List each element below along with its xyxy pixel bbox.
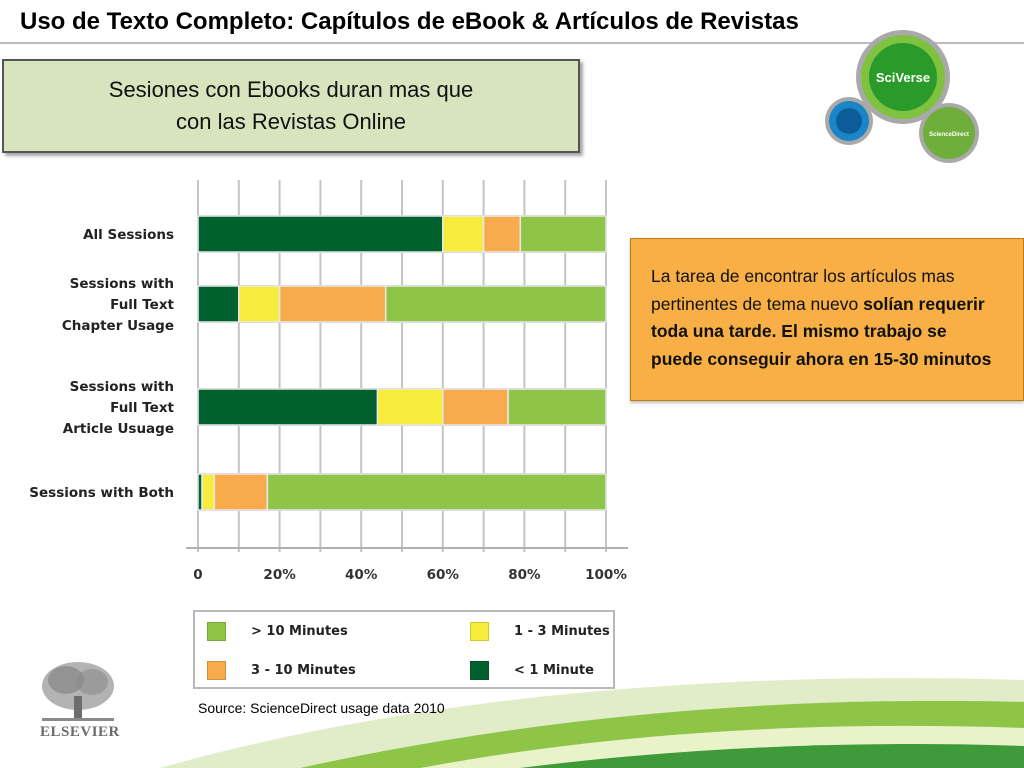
bar-segment xyxy=(507,388,607,426)
bar-segment xyxy=(482,215,522,253)
legend-item-1-3: 1 - 3 Minutes xyxy=(470,622,610,641)
legend-label-gt10: > 10 Minutes xyxy=(251,624,348,639)
chart-legend: > 10 Minutes 1 - 3 Minutes 3 - 10 Minute… xyxy=(193,610,615,689)
bar-segment xyxy=(213,473,269,511)
legend-item-gt10: > 10 Minutes xyxy=(207,622,348,641)
bar-segment xyxy=(442,388,509,426)
bar-segment xyxy=(201,473,216,511)
title-divider xyxy=(0,42,1024,44)
bar-segment xyxy=(384,285,607,323)
bar-segment xyxy=(519,215,607,253)
bar-segment xyxy=(278,285,387,323)
legend-label-1-3: 1 - 3 Minutes xyxy=(514,624,610,639)
callout-text-bold: solían requerir toda una tarde. El mismo… xyxy=(651,293,992,369)
category-label: Sessions with xyxy=(70,379,174,395)
legend-label-3-10: 3 - 10 Minutes xyxy=(251,663,356,678)
category-label: Article Usuage xyxy=(63,421,174,437)
bar-segment xyxy=(238,285,281,323)
decorative-swoosh xyxy=(160,678,1024,768)
x-tick-label: 80% xyxy=(508,567,541,583)
category-label: All Sessions xyxy=(83,227,174,243)
legend-label-lt1: < 1 Minute xyxy=(514,663,594,678)
bar-segment xyxy=(376,388,444,426)
category-label: Sessions with xyxy=(70,276,174,292)
summary-line-1: Sesiones con Ebooks duran mas que xyxy=(108,77,474,102)
category-label: Chapter Usage xyxy=(62,318,174,334)
callout-text-normal: La tarea de encontrar los artículos mas … xyxy=(651,266,955,314)
summary-line-2: con las Revistas Online xyxy=(176,109,406,134)
x-tick-label: 0 xyxy=(193,567,202,583)
x-tick-label: 40% xyxy=(345,567,378,583)
x-tick-label: 60% xyxy=(427,567,460,583)
legend-item-lt1: < 1 Minute xyxy=(470,661,594,680)
source-note: Source: ScienceDirect usage data 2010 xyxy=(198,700,445,716)
bar-segment xyxy=(197,285,240,323)
bar-segment xyxy=(266,473,607,511)
x-tick-label: 100% xyxy=(585,567,627,583)
x-tick-label: 20% xyxy=(263,567,296,583)
page-title: Uso de Texto Completo: Capítulos de eBoo… xyxy=(20,8,799,35)
bar-segment xyxy=(442,215,485,253)
category-label: Sessions with Both xyxy=(29,485,174,501)
sciverse-logo: SciVerse ScienceDirect xyxy=(825,30,979,163)
legend-swatch-1-3 xyxy=(470,622,489,641)
elsevier-wordmark: ELSEVIER xyxy=(40,724,120,740)
category-label: Full Text xyxy=(110,400,174,416)
callout-box: La tarea de encontrar los artículos mas … xyxy=(630,238,1024,401)
summary-box: Sesiones con Ebooks duran mas que con la… xyxy=(2,59,580,153)
legend-swatch-3-10 xyxy=(207,661,226,680)
legend-swatch-lt1 xyxy=(470,661,489,680)
legend-swatch-gt10 xyxy=(207,622,226,641)
svg-text:ScienceDirect: ScienceDirect xyxy=(929,132,969,138)
stacked-bar-chart: 0 20% 40% 60% 80% 100% All Sessions Sessions wi… xyxy=(29,180,628,583)
svg-text:SciVerse: SciVerse xyxy=(876,70,930,85)
bar-segment xyxy=(197,388,379,426)
category-label: Full Text xyxy=(110,297,174,313)
elsevier-tree-logo xyxy=(42,662,114,721)
legend-item-3-10: 3 - 10 Minutes xyxy=(207,661,356,680)
bar-segment xyxy=(197,215,444,253)
